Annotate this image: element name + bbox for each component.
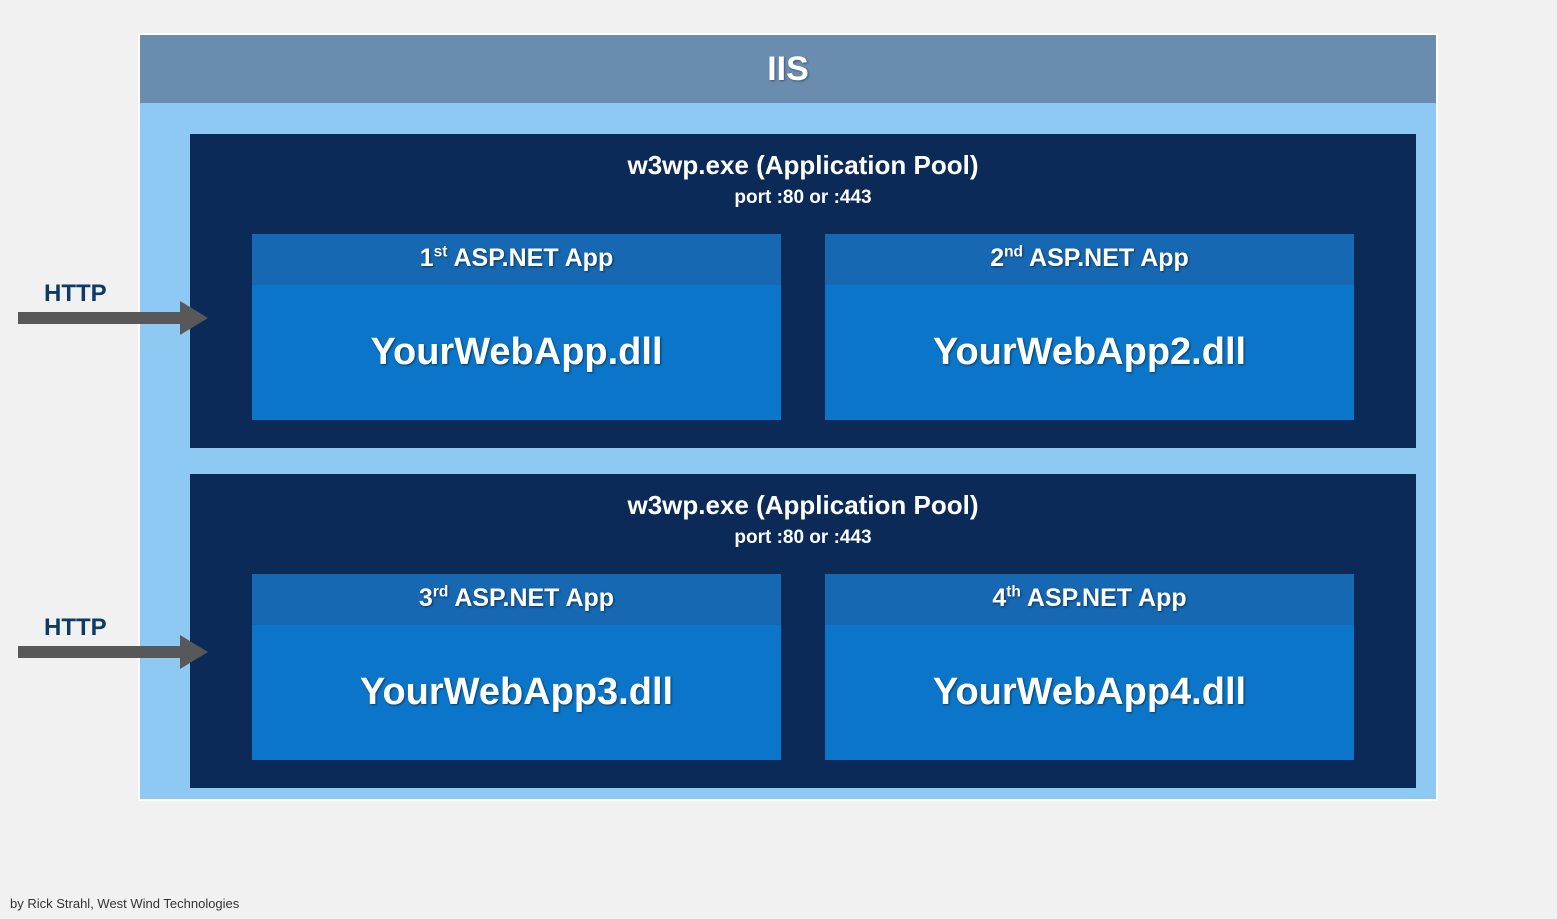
credit-line: by Rick Strahl, West Wind Technologies: [10, 896, 239, 911]
app-dll-label: YourWebApp.dll: [252, 285, 781, 420]
app-header: 4th ASP.NET App: [825, 574, 1354, 625]
app-dll-label: YourWebApp4.dll: [825, 625, 1354, 760]
diagram-canvas: IIS w3wp.exe (Application Pool)port :80 …: [0, 0, 1557, 919]
app-box: 1st ASP.NET AppYourWebApp.dll: [252, 234, 781, 420]
app-dll-label: YourWebApp3.dll: [252, 625, 781, 760]
iis-container: IIS w3wp.exe (Application Pool)port :80 …: [138, 33, 1438, 801]
app-dll-label: YourWebApp2.dll: [825, 285, 1354, 420]
apps-row: 1st ASP.NET AppYourWebApp.dll2nd ASP.NET…: [252, 234, 1354, 420]
pool-subtitle: port :80 or :443: [190, 181, 1416, 209]
app-pool: w3wp.exe (Application Pool)port :80 or :…: [190, 474, 1416, 788]
app-header: 3rd ASP.NET App: [252, 574, 781, 625]
http-arrow-icon: [18, 632, 212, 672]
iis-title: IIS: [140, 35, 1436, 103]
http-arrow-icon: [18, 298, 212, 338]
app-pool: w3wp.exe (Application Pool)port :80 or :…: [190, 134, 1416, 448]
pool-subtitle: port :80 or :443: [190, 521, 1416, 549]
app-box: 2nd ASP.NET AppYourWebApp2.dll: [825, 234, 1354, 420]
pool-title: w3wp.exe (Application Pool): [190, 474, 1416, 521]
app-header: 2nd ASP.NET App: [825, 234, 1354, 285]
app-header: 1st ASP.NET App: [252, 234, 781, 285]
apps-row: 3rd ASP.NET AppYourWebApp3.dll4th ASP.NE…: [252, 574, 1354, 760]
app-box: 3rd ASP.NET AppYourWebApp3.dll: [252, 574, 781, 760]
app-box: 4th ASP.NET AppYourWebApp4.dll: [825, 574, 1354, 760]
pool-title: w3wp.exe (Application Pool): [190, 134, 1416, 181]
